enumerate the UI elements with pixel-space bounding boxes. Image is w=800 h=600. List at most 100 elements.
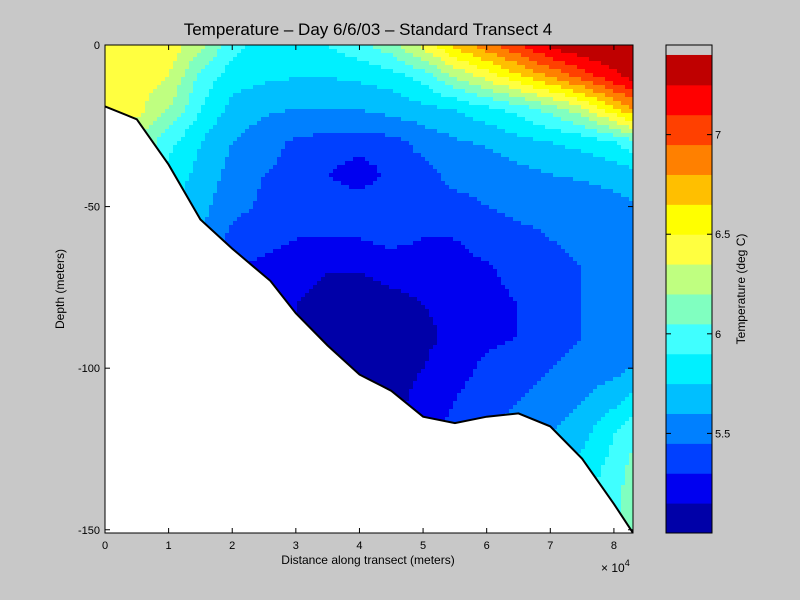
contour-cell xyxy=(489,181,494,186)
contour-cell xyxy=(613,109,618,114)
contour-cell xyxy=(541,65,546,70)
contour-cell xyxy=(573,109,578,114)
contour-cell xyxy=(565,69,570,74)
contour-cell xyxy=(393,137,398,142)
contour-cell xyxy=(325,149,330,154)
contour-cell xyxy=(445,65,450,70)
contour-cell xyxy=(269,65,274,70)
contour-cell xyxy=(197,169,202,174)
contour-cell xyxy=(389,65,394,70)
contour-cell xyxy=(193,145,198,150)
contour-cell xyxy=(549,177,554,182)
contour-cell xyxy=(389,153,394,158)
contour-cell xyxy=(209,77,214,82)
contour-cell xyxy=(573,153,578,158)
contour-cell xyxy=(581,149,586,154)
contour-cell xyxy=(381,133,386,138)
contour-cell xyxy=(565,65,570,70)
contour-cell xyxy=(177,125,182,130)
contour-cell xyxy=(409,169,414,174)
contour-cell xyxy=(537,45,542,50)
contour-cell xyxy=(337,69,342,74)
contour-cell xyxy=(573,49,578,54)
contour-cell xyxy=(401,189,406,194)
contour-cell xyxy=(561,173,566,178)
contour-cell xyxy=(237,137,242,142)
contour-cell xyxy=(269,97,274,102)
contour-cell xyxy=(509,101,514,106)
contour-cell xyxy=(373,165,378,170)
contour-cell xyxy=(313,141,318,146)
contour-cell xyxy=(545,169,550,174)
contour-cell xyxy=(425,157,430,162)
contour-cell xyxy=(417,161,422,166)
contour-cell xyxy=(269,125,274,130)
contour-cell xyxy=(453,49,458,54)
contour-cell xyxy=(437,61,442,66)
contour-cell xyxy=(421,97,426,102)
contour-cell xyxy=(149,105,154,110)
contour-cell xyxy=(629,121,633,126)
contour-cell xyxy=(481,117,486,122)
contour-cell xyxy=(561,153,566,158)
contour-cell xyxy=(329,93,334,98)
contour-cell xyxy=(581,113,586,118)
contour-cell xyxy=(517,137,522,142)
contour-cell xyxy=(189,157,194,162)
contour-cell xyxy=(297,77,302,82)
contour-cell xyxy=(565,113,570,118)
contour-cell xyxy=(197,157,202,162)
contour-cell xyxy=(305,145,310,150)
contour-cell xyxy=(133,49,138,54)
contour-cell xyxy=(145,129,150,134)
contour-cell xyxy=(317,85,322,90)
contour-cell xyxy=(229,129,234,134)
contour-cell xyxy=(457,157,462,162)
contour-cell xyxy=(333,173,338,178)
contour-cell xyxy=(349,77,354,82)
contour-cell xyxy=(537,61,542,66)
contour-cell xyxy=(381,105,386,110)
contour-cell xyxy=(105,53,110,58)
contour-cell xyxy=(385,121,390,126)
contour-cell xyxy=(189,185,194,190)
contour-cell xyxy=(413,117,418,122)
contour-cell xyxy=(557,109,562,114)
contour-cell xyxy=(213,121,218,126)
contour-cell xyxy=(481,185,486,190)
contour-cell xyxy=(461,181,466,186)
contour-cell xyxy=(601,85,606,90)
contour-cell xyxy=(541,73,546,78)
contour-cell xyxy=(353,193,358,198)
contour-cell xyxy=(305,129,310,134)
contour-cell xyxy=(317,129,322,134)
contour-cell xyxy=(477,129,482,134)
contour-cell xyxy=(373,73,378,78)
contour-cell xyxy=(601,57,606,62)
contour-cell xyxy=(389,113,394,118)
contour-cell xyxy=(329,61,334,66)
contour-cell xyxy=(309,133,314,138)
contour-cell xyxy=(441,45,446,50)
contour-cell xyxy=(429,69,434,74)
contour-cell xyxy=(261,77,266,82)
contour-cell xyxy=(557,69,562,74)
contour-cell xyxy=(197,161,202,166)
contour-cell xyxy=(337,53,342,58)
contour-cell xyxy=(473,153,478,158)
contour-cell xyxy=(389,93,394,98)
contour-cell xyxy=(425,97,430,102)
contour-cell xyxy=(449,125,454,130)
contour-cell xyxy=(617,89,622,94)
contour-cell xyxy=(509,125,514,130)
contour-cell xyxy=(525,65,530,70)
contour-cell xyxy=(573,81,578,86)
contour-cell xyxy=(621,101,626,106)
chart-title: Temperature – Day 6/6/03 – Standard Tran… xyxy=(184,20,553,39)
contour-cell xyxy=(425,73,430,78)
contour-cell xyxy=(481,121,486,126)
contour-cell xyxy=(229,49,234,54)
contour-cell xyxy=(141,85,146,90)
contour-cell xyxy=(353,125,358,130)
contour-cell xyxy=(433,165,438,170)
